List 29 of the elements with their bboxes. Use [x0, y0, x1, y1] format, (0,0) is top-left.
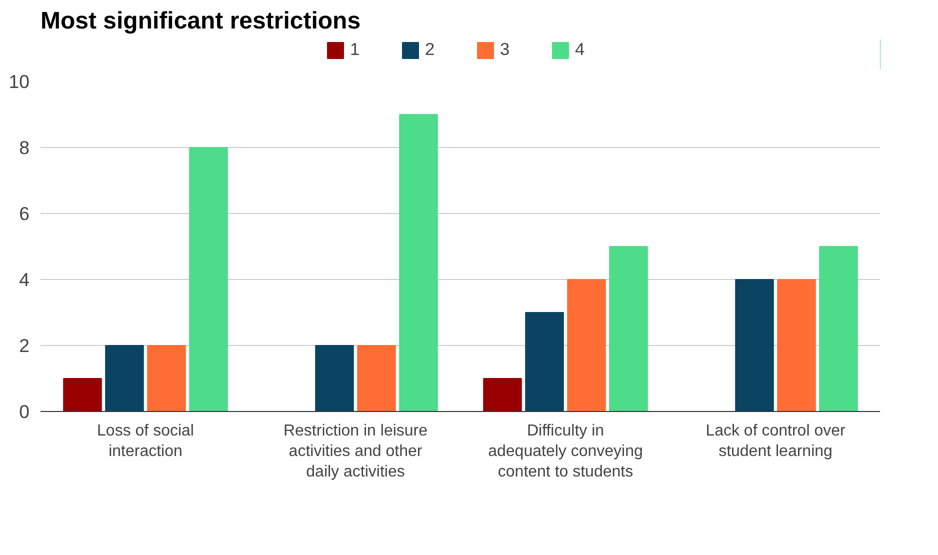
- bar: [315, 345, 354, 412]
- chart-title: Most significant restrictions: [40, 8, 361, 34]
- bar: [357, 345, 396, 412]
- bar: [567, 279, 606, 412]
- y-tick-label: 4: [19, 269, 30, 290]
- x-tick-label: Loss of social interaction: [97, 422, 194, 460]
- bar: [819, 246, 858, 412]
- bar: [147, 345, 186, 412]
- bar: [63, 378, 102, 412]
- legend-label: 3: [500, 39, 511, 60]
- legend-label: 4: [575, 39, 586, 60]
- y-tick-label: 2: [19, 335, 30, 356]
- legend-label: 1: [350, 39, 361, 60]
- x-tick-label: Lack of control over student learning: [706, 422, 846, 460]
- bar: [777, 279, 816, 412]
- y-tick-label: 6: [19, 203, 30, 224]
- bar: [735, 279, 774, 412]
- bar: [399, 114, 438, 412]
- bar: [609, 246, 648, 412]
- bar: [483, 378, 522, 412]
- bar: [189, 147, 228, 412]
- bar: [525, 312, 564, 412]
- bar: [105, 345, 144, 412]
- legend-label: 2: [425, 39, 436, 60]
- x-tick-label: Restriction in leisure activities and other daily activities: [283, 422, 428, 480]
- y-tick-label: 8: [19, 137, 30, 158]
- y-tick-label: 10: [8, 71, 30, 92]
- x-tick-label: Difficulty in adequately conveying content to students: [488, 422, 643, 480]
- y-tick-label: 0: [19, 401, 30, 422]
